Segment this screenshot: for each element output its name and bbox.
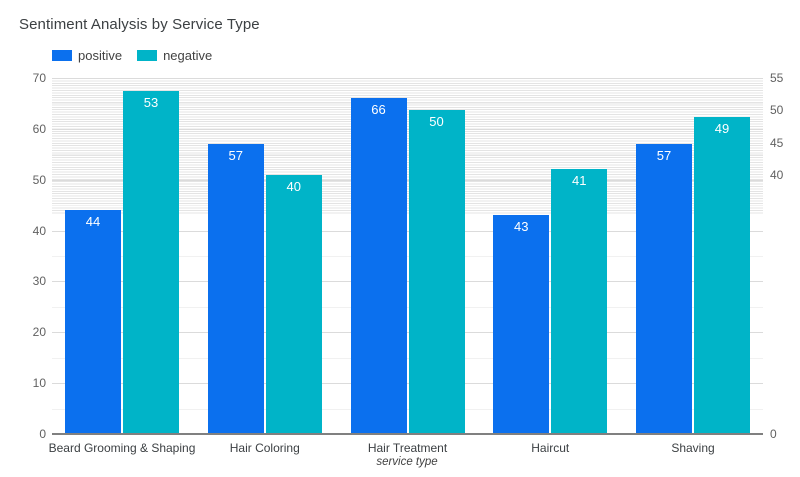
bar-positive-5[interactable]: 57 [636, 144, 692, 434]
y-axis-tick-right: 50 [770, 103, 784, 118]
gridline [52, 306, 763, 308]
bar-positive-2[interactable]: 57 [207, 144, 264, 434]
x-axis-title: service type [376, 456, 438, 468]
bar-value-label: 40 [286, 179, 301, 195]
legend-item-positive[interactable]: positive [52, 48, 122, 63]
legend-swatch-positive-icon [52, 50, 72, 61]
bar-negative-4[interactable]: 41 [551, 168, 608, 434]
gridline [52, 357, 763, 359]
y-axis-tick-left: 0 [39, 427, 46, 441]
y-axis-tick-left: 10 [32, 376, 46, 391]
y-axis-tick-left: 50 [32, 172, 46, 187]
y-axis-tick-right: 40 [770, 168, 784, 183]
y-axis-tick-left: 60 [32, 121, 46, 136]
bar-value-label: 49 [714, 120, 730, 136]
legend-item-negative[interactable]: negative [137, 48, 212, 63]
gridline [52, 230, 763, 232]
gridline [52, 256, 763, 257]
gridline [52, 154, 763, 156]
bar-value-label: 43 [514, 219, 529, 235]
gridline [52, 128, 763, 130]
x-axis-label: Beard Grooming & Shaping [48, 441, 196, 455]
x-axis-label: Shaving [671, 441, 715, 455]
legend-swatch-negative-icon [137, 50, 158, 61]
y-axis-tick-right: 0 [770, 427, 777, 441]
x-axis-baseline [52, 433, 763, 435]
bar-negative-1[interactable]: 53 [123, 90, 179, 434]
bar-positive-3[interactable]: 66 [350, 98, 407, 434]
bar-value-label: 57 [656, 148, 672, 164]
gridline [52, 205, 763, 207]
chart-title: Sentiment Analysis by Service Type [19, 16, 260, 33]
bar-value-label: 50 [429, 114, 444, 130]
bar-negative-2[interactable]: 40 [265, 175, 322, 434]
y-axis-tick-right: 55 [770, 71, 784, 85]
bar-value-label: 57 [228, 148, 243, 164]
y-axis-tick-left: 70 [32, 71, 46, 85]
bar-value-label: 53 [143, 94, 159, 110]
bar-positive-4[interactable]: 43 [493, 215, 550, 434]
gridline [52, 408, 763, 410]
legend-label-negative: negative [163, 48, 213, 63]
y-axis-tick-right: 45 [770, 135, 784, 150]
x-axis-label: Haircut [531, 441, 570, 455]
gridline [52, 78, 763, 79]
gridline [52, 179, 763, 181]
gridline [52, 332, 763, 334]
y-axis-tick-left: 20 [32, 325, 46, 340]
x-axis-label: Hair Treatment [367, 441, 448, 455]
plot-area: 44 53 57 40 66 50 43 41 57 49 [52, 78, 763, 435]
bar-value-label: 66 [371, 102, 386, 118]
legend-label-positive: positive [78, 48, 123, 63]
y-axis-tick-left: 30 [32, 274, 46, 289]
gridline [52, 383, 763, 385]
gridline [52, 281, 763, 283]
bar-negative-3[interactable]: 50 [408, 110, 465, 434]
bar-positive-1[interactable]: 44 [65, 210, 121, 434]
bar-value-label: 44 [85, 214, 101, 230]
y-axis-tick-left: 40 [32, 223, 46, 238]
bar-negative-5[interactable]: 49 [694, 116, 750, 434]
gridline [52, 103, 763, 105]
x-axis-label: Hair Coloring [229, 441, 300, 455]
bar-value-label: 41 [572, 172, 587, 188]
legend: positive negative [52, 48, 212, 63]
